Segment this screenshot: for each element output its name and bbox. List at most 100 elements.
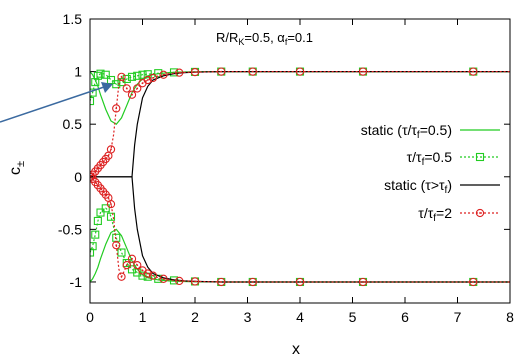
y-tick-label: -0.5 <box>58 221 82 237</box>
x-tick-label: 2 <box>191 309 199 325</box>
data-point <box>90 242 97 251</box>
data-point-center <box>178 71 181 74</box>
data-point-center <box>152 274 154 277</box>
data-point-center <box>146 79 149 81</box>
anno-suffix: =0.1 <box>287 30 313 45</box>
data-point-center <box>178 280 181 282</box>
data-point <box>138 70 147 79</box>
data-point <box>159 274 168 283</box>
data-point <box>295 67 305 76</box>
anno-prefix: R/R <box>216 30 238 45</box>
data-point-center <box>472 281 475 283</box>
legend-marker <box>475 208 485 218</box>
anno-mid: =0.5, α <box>244 30 285 45</box>
data-point <box>112 240 121 250</box>
data-point <box>127 254 137 263</box>
legend-label-sub: f <box>445 185 448 196</box>
plot-frame <box>89 18 511 304</box>
data-point-center <box>220 281 223 283</box>
data-point <box>175 276 184 286</box>
parameter-annotation: R/RK=0.5, αf=0.1 <box>216 30 313 47</box>
data-point <box>175 68 184 77</box>
y-tick-labels: 1.5 1 0.5 0 -0.5 -1 <box>58 11 82 290</box>
data-point <box>159 70 168 79</box>
data-point <box>248 277 257 287</box>
x-tick-label: 4 <box>296 309 304 325</box>
y-axis-label-sub: ± <box>15 161 27 167</box>
legend-label: τ/τf=0.5 <box>407 149 453 168</box>
data-point <box>133 84 142 93</box>
data-point-center <box>131 257 133 260</box>
data-point-center <box>220 70 223 73</box>
legend-label-tail: =2 <box>436 205 452 221</box>
x-tick-labels: 0 1 2 3 4 5 6 7 8 <box>86 309 514 325</box>
data-point-center <box>115 107 118 110</box>
y-tick-label: 1.5 <box>63 11 83 27</box>
data-point <box>117 248 126 257</box>
data-point <box>190 277 200 286</box>
data-point-center <box>131 93 133 96</box>
x-tick-label: 1 <box>139 309 147 325</box>
data-point <box>122 260 131 270</box>
data-point-center <box>141 269 144 272</box>
data-point <box>101 70 110 79</box>
y-axis-label: c± <box>7 161 27 175</box>
data-point <box>143 75 152 85</box>
data-point-center <box>115 244 118 247</box>
data-point-center <box>136 87 139 90</box>
data-point-center <box>152 77 154 79</box>
data-point-center <box>362 70 364 73</box>
x-tick-label: 6 <box>401 309 409 325</box>
data-point-center <box>120 75 123 78</box>
data-point-center <box>251 70 254 73</box>
data-point <box>90 88 97 97</box>
data-point <box>148 271 158 280</box>
data-point <box>295 277 305 287</box>
y-tick-label: 1 <box>74 64 82 80</box>
series-line <box>90 70 510 102</box>
data-point <box>96 208 105 217</box>
series-layer <box>90 67 510 287</box>
data-point <box>117 272 126 281</box>
data-point <box>358 67 368 76</box>
data-point <box>133 260 142 270</box>
data-point-center <box>299 70 301 73</box>
data-point <box>148 73 158 83</box>
x-tick-label: 8 <box>506 309 514 325</box>
data-point <box>154 69 163 78</box>
legend-marker <box>475 152 485 162</box>
data-point <box>143 269 152 278</box>
legend-label: static (τ/τf=0.5) <box>361 122 452 141</box>
data-point-center <box>107 154 110 157</box>
data-point <box>112 104 121 113</box>
legend-label-main: τ/τ <box>418 205 433 221</box>
anno-sub1: K <box>238 37 244 47</box>
data-point-center <box>110 148 112 151</box>
legend-label-sub: f <box>433 213 436 224</box>
data-point <box>90 248 95 257</box>
data-point-center <box>110 203 112 206</box>
data-point <box>133 71 142 80</box>
x-tick-label: 7 <box>454 309 462 325</box>
data-point-center <box>120 275 123 278</box>
data-point <box>106 75 116 85</box>
x-tick-label: 3 <box>244 309 252 325</box>
data-point <box>127 90 137 99</box>
x-axis-label: x <box>292 341 300 358</box>
x-tick-label: 0 <box>86 309 94 325</box>
legend-marker-center <box>479 212 481 214</box>
data-point <box>91 78 100 87</box>
data-point <box>106 145 116 154</box>
legend-label-main: static (τ/τ <box>361 122 418 138</box>
data-point-center <box>107 196 110 199</box>
anno-sub2: f <box>285 37 288 47</box>
data-point <box>358 277 368 287</box>
data-point <box>93 71 102 80</box>
data-point <box>106 199 116 209</box>
data-point <box>106 212 116 221</box>
data-point <box>217 277 226 287</box>
data-point-center <box>194 71 196 74</box>
data-point <box>138 271 147 280</box>
data-point <box>190 67 200 77</box>
